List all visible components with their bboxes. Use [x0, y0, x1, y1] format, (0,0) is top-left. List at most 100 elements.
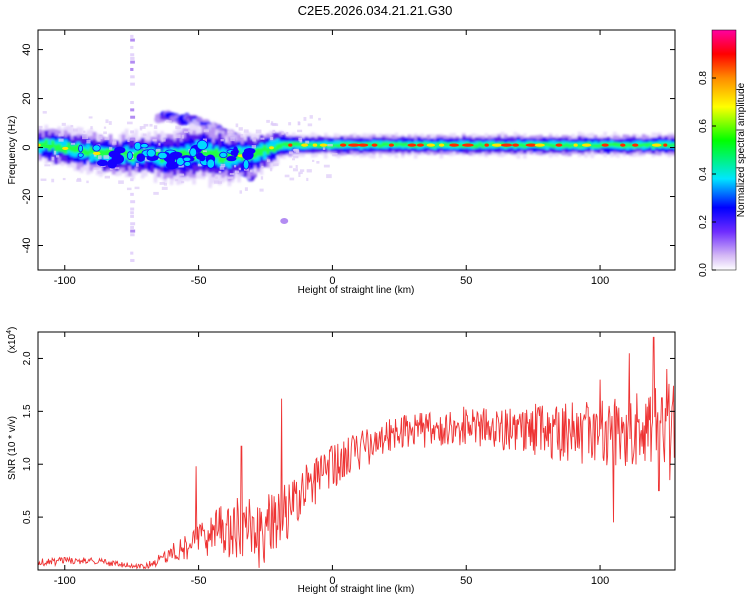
- spectrogram-noise: [40, 178, 47, 181]
- spectrogram-streak-cell: [130, 225, 134, 229]
- spectrogram-noise: [260, 137, 265, 140]
- spectrogram-noise: [281, 131, 284, 135]
- spectrogram-noise: [289, 165, 293, 169]
- spectrogram-noise: [90, 126, 93, 130]
- spectrogram-noise: [88, 116, 93, 119]
- spectrogram-noise: [316, 161, 320, 164]
- spectrogram-noise: [179, 173, 185, 176]
- spectrogram-streak-cell: [130, 115, 136, 119]
- spectrogram-y-label: Frequency (Hz): [7, 116, 18, 185]
- spectrogram-noise: [220, 163, 226, 168]
- spectrogram-noise: [104, 137, 110, 140]
- spectrogram-noise: [51, 156, 55, 161]
- spectrogram-band-cell: [272, 140, 277, 150]
- spectrogram-noise: [112, 139, 117, 144]
- spectrogram-noise: [295, 149, 300, 153]
- spectrogram-band-cell: [548, 143, 553, 148]
- spectrogram-band-cell: [50, 140, 55, 148]
- spectrogram-band-cell: [41, 142, 46, 149]
- spectrogram-noise: [235, 123, 239, 128]
- spectrogram-band-cell: [365, 142, 370, 147]
- spectrogram-noise: [70, 124, 74, 128]
- spectrogram-peak-cell: [449, 143, 460, 147]
- spectrogram-noise: [286, 132, 289, 136]
- snr-background: [38, 332, 675, 570]
- spectrogram-band-cell: [256, 147, 261, 157]
- spectrogram-streak-cell: [130, 214, 134, 218]
- spectrogram-noise: [203, 150, 207, 154]
- spectrogram-noise: [103, 131, 107, 135]
- spectrogram-band-cell: [648, 142, 653, 147]
- spectrogram-band-cell: [404, 142, 408, 147]
- spectrogram-noise: [298, 173, 301, 177]
- spectrogram-noise: [289, 177, 295, 181]
- spectrogram-noise: [61, 122, 66, 126]
- spectrogram-noise: [235, 170, 240, 174]
- spectrogram-band-cell: [478, 142, 482, 147]
- spectrogram-noise: [103, 126, 107, 129]
- spectrogram-band-cell: [571, 143, 575, 147]
- spectrogram-streak-cell: [130, 200, 136, 204]
- spectrogram-band-cell: [433, 144, 437, 148]
- spectrogram-peak-cell: [426, 143, 435, 147]
- spectrogram-noise: [289, 151, 294, 155]
- spectrogram-x-tick-label: -50: [191, 275, 207, 287]
- spectrogram-noise: [244, 187, 248, 191]
- spectrogram-peak-cell: [651, 143, 662, 147]
- spectrogram-peak-cell: [581, 143, 592, 147]
- spectrogram-band-cell: [384, 142, 389, 147]
- spectrogram-band-cell: [262, 144, 267, 152]
- spectrogram-band-cell: [381, 141, 386, 147]
- spectrogram-panel: -100 -50 0 50 100 -40 -20 0 20 40 Height of stra…: [7, 29, 676, 296]
- spectrogram-noise: [44, 164, 51, 167]
- spectrogram-band-cell: [221, 152, 225, 164]
- colorbar-tick-label: 0.8: [698, 71, 709, 85]
- spectrogram-noise: [139, 127, 143, 131]
- spectrogram-noise: [238, 127, 243, 131]
- spectrogram-noise: [272, 163, 279, 167]
- spectrogram-noise: [270, 122, 277, 126]
- spectrogram-streak-cell: [130, 207, 135, 211]
- spectrogram-noise: [158, 142, 161, 146]
- spectrogram-noise: [300, 169, 305, 172]
- spectrogram-noise: [153, 125, 158, 129]
- spectrogram-noise: [156, 157, 161, 160]
- spectrogram-peak-cell: [62, 146, 69, 151]
- spectrogram-noise: [181, 134, 184, 139]
- spectrogram-peak-cell: [491, 143, 503, 147]
- colorbar-tick-label: 0.6: [698, 119, 709, 133]
- spectrogram-noise: [156, 149, 161, 152]
- spectrogram-band-cell: [394, 142, 399, 147]
- spectrogram-y-tick-label: -20: [21, 189, 33, 205]
- spectrogram-noise: [42, 111, 47, 114]
- spectrogram-noise: [219, 166, 225, 170]
- spectrogram-noise: [97, 155, 102, 160]
- spectrogram-noise: [220, 138, 224, 142]
- spectrogram-noise: [118, 180, 124, 184]
- spectrogram-bubble: [78, 144, 84, 153]
- spectrogram-peak-cell: [301, 143, 309, 147]
- spectrogram-noise: [152, 138, 157, 142]
- spectrogram-noise: [326, 174, 332, 179]
- spectrogram-peak-cell: [573, 143, 578, 147]
- spectrogram-peak-cell: [416, 143, 424, 147]
- spectrogram-streak-cell: [130, 45, 134, 49]
- spectrogram-noise: [114, 167, 120, 170]
- spectrogram-bubble: [169, 151, 183, 158]
- spectrogram-noise: [322, 147, 326, 150]
- spectrogram-band-cell: [378, 143, 383, 149]
- snr-x-tick-label: -100: [54, 575, 76, 587]
- spectrogram-streak-cell: [130, 258, 135, 262]
- spectrogram-streak-cell: [130, 137, 136, 141]
- spectrogram-y-tick-label: 20: [21, 92, 33, 104]
- spectrogram-band-cell: [60, 139, 65, 152]
- spectrogram-x-axis: -100 -50 0 50 100: [54, 30, 609, 287]
- spectrogram-bubble: [146, 148, 156, 158]
- spectrogram-noise: [295, 165, 298, 169]
- spectrogram-band-cell: [368, 143, 373, 147]
- spectrogram-band-cell: [423, 142, 428, 147]
- snr-y-tick-label: 0.5: [22, 510, 33, 524]
- spectrogram-noise: [175, 178, 179, 182]
- spectrogram-noise: [53, 150, 57, 155]
